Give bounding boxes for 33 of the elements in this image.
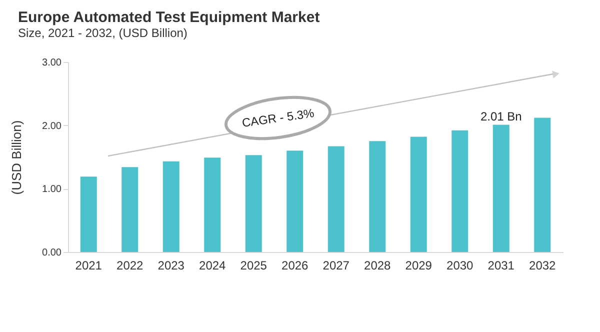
x-tick-label: 2029 bbox=[405, 258, 432, 272]
y-axis-title: (USD Billion) bbox=[9, 120, 24, 195]
annotation: CAGR - 5.3% bbox=[241, 106, 316, 130]
bar bbox=[245, 155, 262, 252]
x-tick-label: 2025 bbox=[240, 258, 268, 272]
bar bbox=[452, 130, 468, 252]
x-tick-label: 2032 bbox=[529, 258, 556, 272]
bar bbox=[492, 124, 510, 252]
x-tick-label: 2031 bbox=[488, 258, 515, 272]
y-tick-label: 1.00 bbox=[42, 184, 62, 196]
bar bbox=[80, 176, 97, 252]
bar bbox=[204, 158, 221, 252]
y-tick-label: 3.00 bbox=[42, 58, 62, 68]
x-tick-label: 2022 bbox=[116, 258, 144, 272]
bar bbox=[328, 146, 344, 252]
bar bbox=[410, 136, 427, 252]
bar bbox=[369, 141, 386, 252]
chart-subtitle: Size, 2021 - 2032, (USD Billion) bbox=[18, 26, 188, 40]
x-tick-label: 2028 bbox=[364, 258, 392, 272]
bar bbox=[162, 161, 180, 252]
x-tick-label: 2023 bbox=[158, 258, 185, 272]
bar bbox=[122, 167, 138, 252]
bar bbox=[534, 118, 551, 252]
x-tick-label: 2021 bbox=[75, 258, 102, 272]
x-tick-label: 2024 bbox=[199, 258, 226, 272]
x-tick-label: 2030 bbox=[446, 258, 474, 272]
y-tick-label: 2.00 bbox=[42, 120, 62, 132]
bar bbox=[286, 150, 304, 252]
annotation: 2.01 Bn bbox=[480, 110, 522, 124]
x-tick-label: 2026 bbox=[282, 258, 309, 272]
y-tick-label: 0.00 bbox=[42, 248, 62, 258]
chart-title: Europe Automated Test Equipment Market bbox=[18, 9, 320, 26]
x-tick-label: 2027 bbox=[322, 258, 350, 272]
